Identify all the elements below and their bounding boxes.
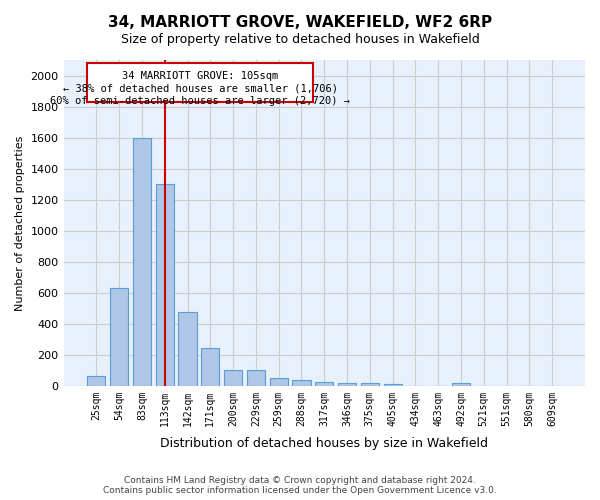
- Bar: [361, 384, 379, 386]
- Bar: [133, 138, 151, 386]
- Bar: [201, 348, 220, 386]
- X-axis label: Distribution of detached houses by size in Wakefield: Distribution of detached houses by size …: [160, 437, 488, 450]
- Y-axis label: Number of detached properties: Number of detached properties: [15, 135, 25, 310]
- Text: ← 38% of detached houses are smaller (1,706): ← 38% of detached houses are smaller (1,…: [62, 84, 338, 94]
- Bar: [383, 384, 402, 386]
- Bar: [247, 370, 265, 386]
- Bar: [178, 312, 197, 386]
- Bar: [110, 288, 128, 386]
- Text: 34 MARRIOTT GROVE: 105sqm: 34 MARRIOTT GROVE: 105sqm: [122, 71, 278, 81]
- Bar: [338, 382, 356, 386]
- FancyBboxPatch shape: [87, 63, 313, 102]
- Bar: [315, 382, 334, 386]
- Text: Size of property relative to detached houses in Wakefield: Size of property relative to detached ho…: [121, 32, 479, 46]
- Bar: [269, 378, 288, 386]
- Bar: [292, 380, 311, 386]
- Bar: [87, 376, 106, 386]
- Text: 60% of semi-detached houses are larger (2,720) →: 60% of semi-detached houses are larger (…: [50, 96, 350, 106]
- Text: Contains HM Land Registry data © Crown copyright and database right 2024.
Contai: Contains HM Land Registry data © Crown c…: [103, 476, 497, 495]
- Bar: [155, 184, 174, 386]
- Text: 34, MARRIOTT GROVE, WAKEFIELD, WF2 6RP: 34, MARRIOTT GROVE, WAKEFIELD, WF2 6RP: [108, 15, 492, 30]
- Bar: [452, 382, 470, 386]
- Bar: [224, 370, 242, 386]
